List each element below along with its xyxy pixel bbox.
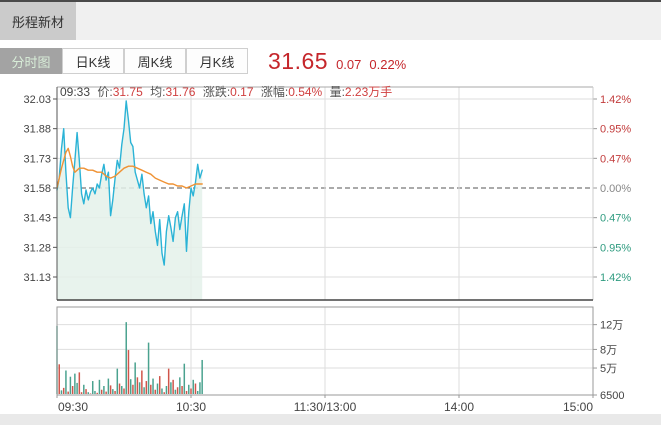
- tab-intraday[interactable]: 分时图: [0, 48, 62, 74]
- svg-text:5万: 5万: [600, 363, 617, 375]
- price-change-percent: 0.22%: [369, 57, 407, 72]
- tab-monthly-k[interactable]: 月K线: [186, 48, 248, 74]
- svg-text:6500: 6500: [600, 390, 624, 402]
- svg-text:32.03: 32.03: [23, 94, 51, 106]
- info-vol-label: 量:: [329, 85, 345, 99]
- price-change: 0.07: [336, 57, 362, 72]
- svg-text:31.28: 31.28: [23, 242, 51, 254]
- svg-text:15:00: 15:00: [563, 400, 593, 414]
- svg-text:8万: 8万: [600, 344, 617, 356]
- tab-daily-k[interactable]: 日K线: [62, 48, 124, 74]
- bottom-strip: [0, 414, 661, 425]
- svg-text:31.88: 31.88: [23, 124, 51, 136]
- svg-text:09:30: 09:30: [58, 400, 88, 414]
- svg-text:14:00: 14:00: [444, 400, 474, 414]
- svg-text:0.47%: 0.47%: [600, 153, 631, 165]
- last-price: 31.65: [268, 48, 329, 74]
- info-price-label: 价:: [97, 85, 113, 99]
- svg-text:31.13: 31.13: [23, 272, 51, 284]
- info-time: 09:33: [60, 85, 91, 99]
- svg-text:0.47%: 0.47%: [600, 213, 631, 225]
- info-change-label: 涨跌:: [202, 85, 231, 99]
- info-avg-value: 31.76: [165, 85, 196, 99]
- info-pct-label: 涨幅:: [260, 85, 289, 99]
- info-change-value: 0.17: [230, 85, 254, 99]
- svg-text:0.00%: 0.00%: [600, 183, 631, 195]
- crosshair-info-line: 09:33 价:31.75 均:31.76 涨跌:0.17 涨幅:0.54% 量…: [60, 83, 396, 100]
- header-bar: 彤程新材: [0, 2, 661, 40]
- period-tab-bar: 分时图 日K线 周K线 月K线 31.65 0.07 0.22%: [0, 48, 661, 74]
- svg-text:0.95%: 0.95%: [600, 242, 631, 254]
- svg-text:31.58: 31.58: [23, 183, 51, 195]
- info-vol-value: 2.23万手: [344, 85, 393, 99]
- svg-text:12万: 12万: [600, 320, 623, 332]
- svg-text:31.73: 31.73: [23, 153, 51, 165]
- stock-name-tab[interactable]: 彤程新材: [0, 2, 76, 40]
- svg-text:10:30: 10:30: [176, 400, 206, 414]
- info-pct-value: 0.54%: [288, 85, 323, 99]
- svg-text:1.42%: 1.42%: [600, 94, 631, 106]
- svg-text:1.42%: 1.42%: [600, 272, 631, 284]
- svg-text:11:30/13:00: 11:30/13:00: [294, 400, 357, 414]
- quote-summary: 31.65 0.07 0.22%: [268, 48, 406, 74]
- svg-text:31.43: 31.43: [23, 213, 51, 225]
- chart-canvas[interactable]: 32.03 1.42% 31.88 0.95% 31.73 0.47% 31.58 0.00%…: [0, 80, 661, 414]
- svg-text:0.95%: 0.95%: [600, 124, 631, 136]
- info-price-value: 31.75: [112, 85, 143, 99]
- info-avg-label: 均:: [150, 85, 166, 99]
- intraday-chart-area: 09:33 价:31.75 均:31.76 涨跌:0.17 涨幅:0.54% 量…: [0, 80, 661, 414]
- tab-weekly-k[interactable]: 周K线: [124, 48, 186, 74]
